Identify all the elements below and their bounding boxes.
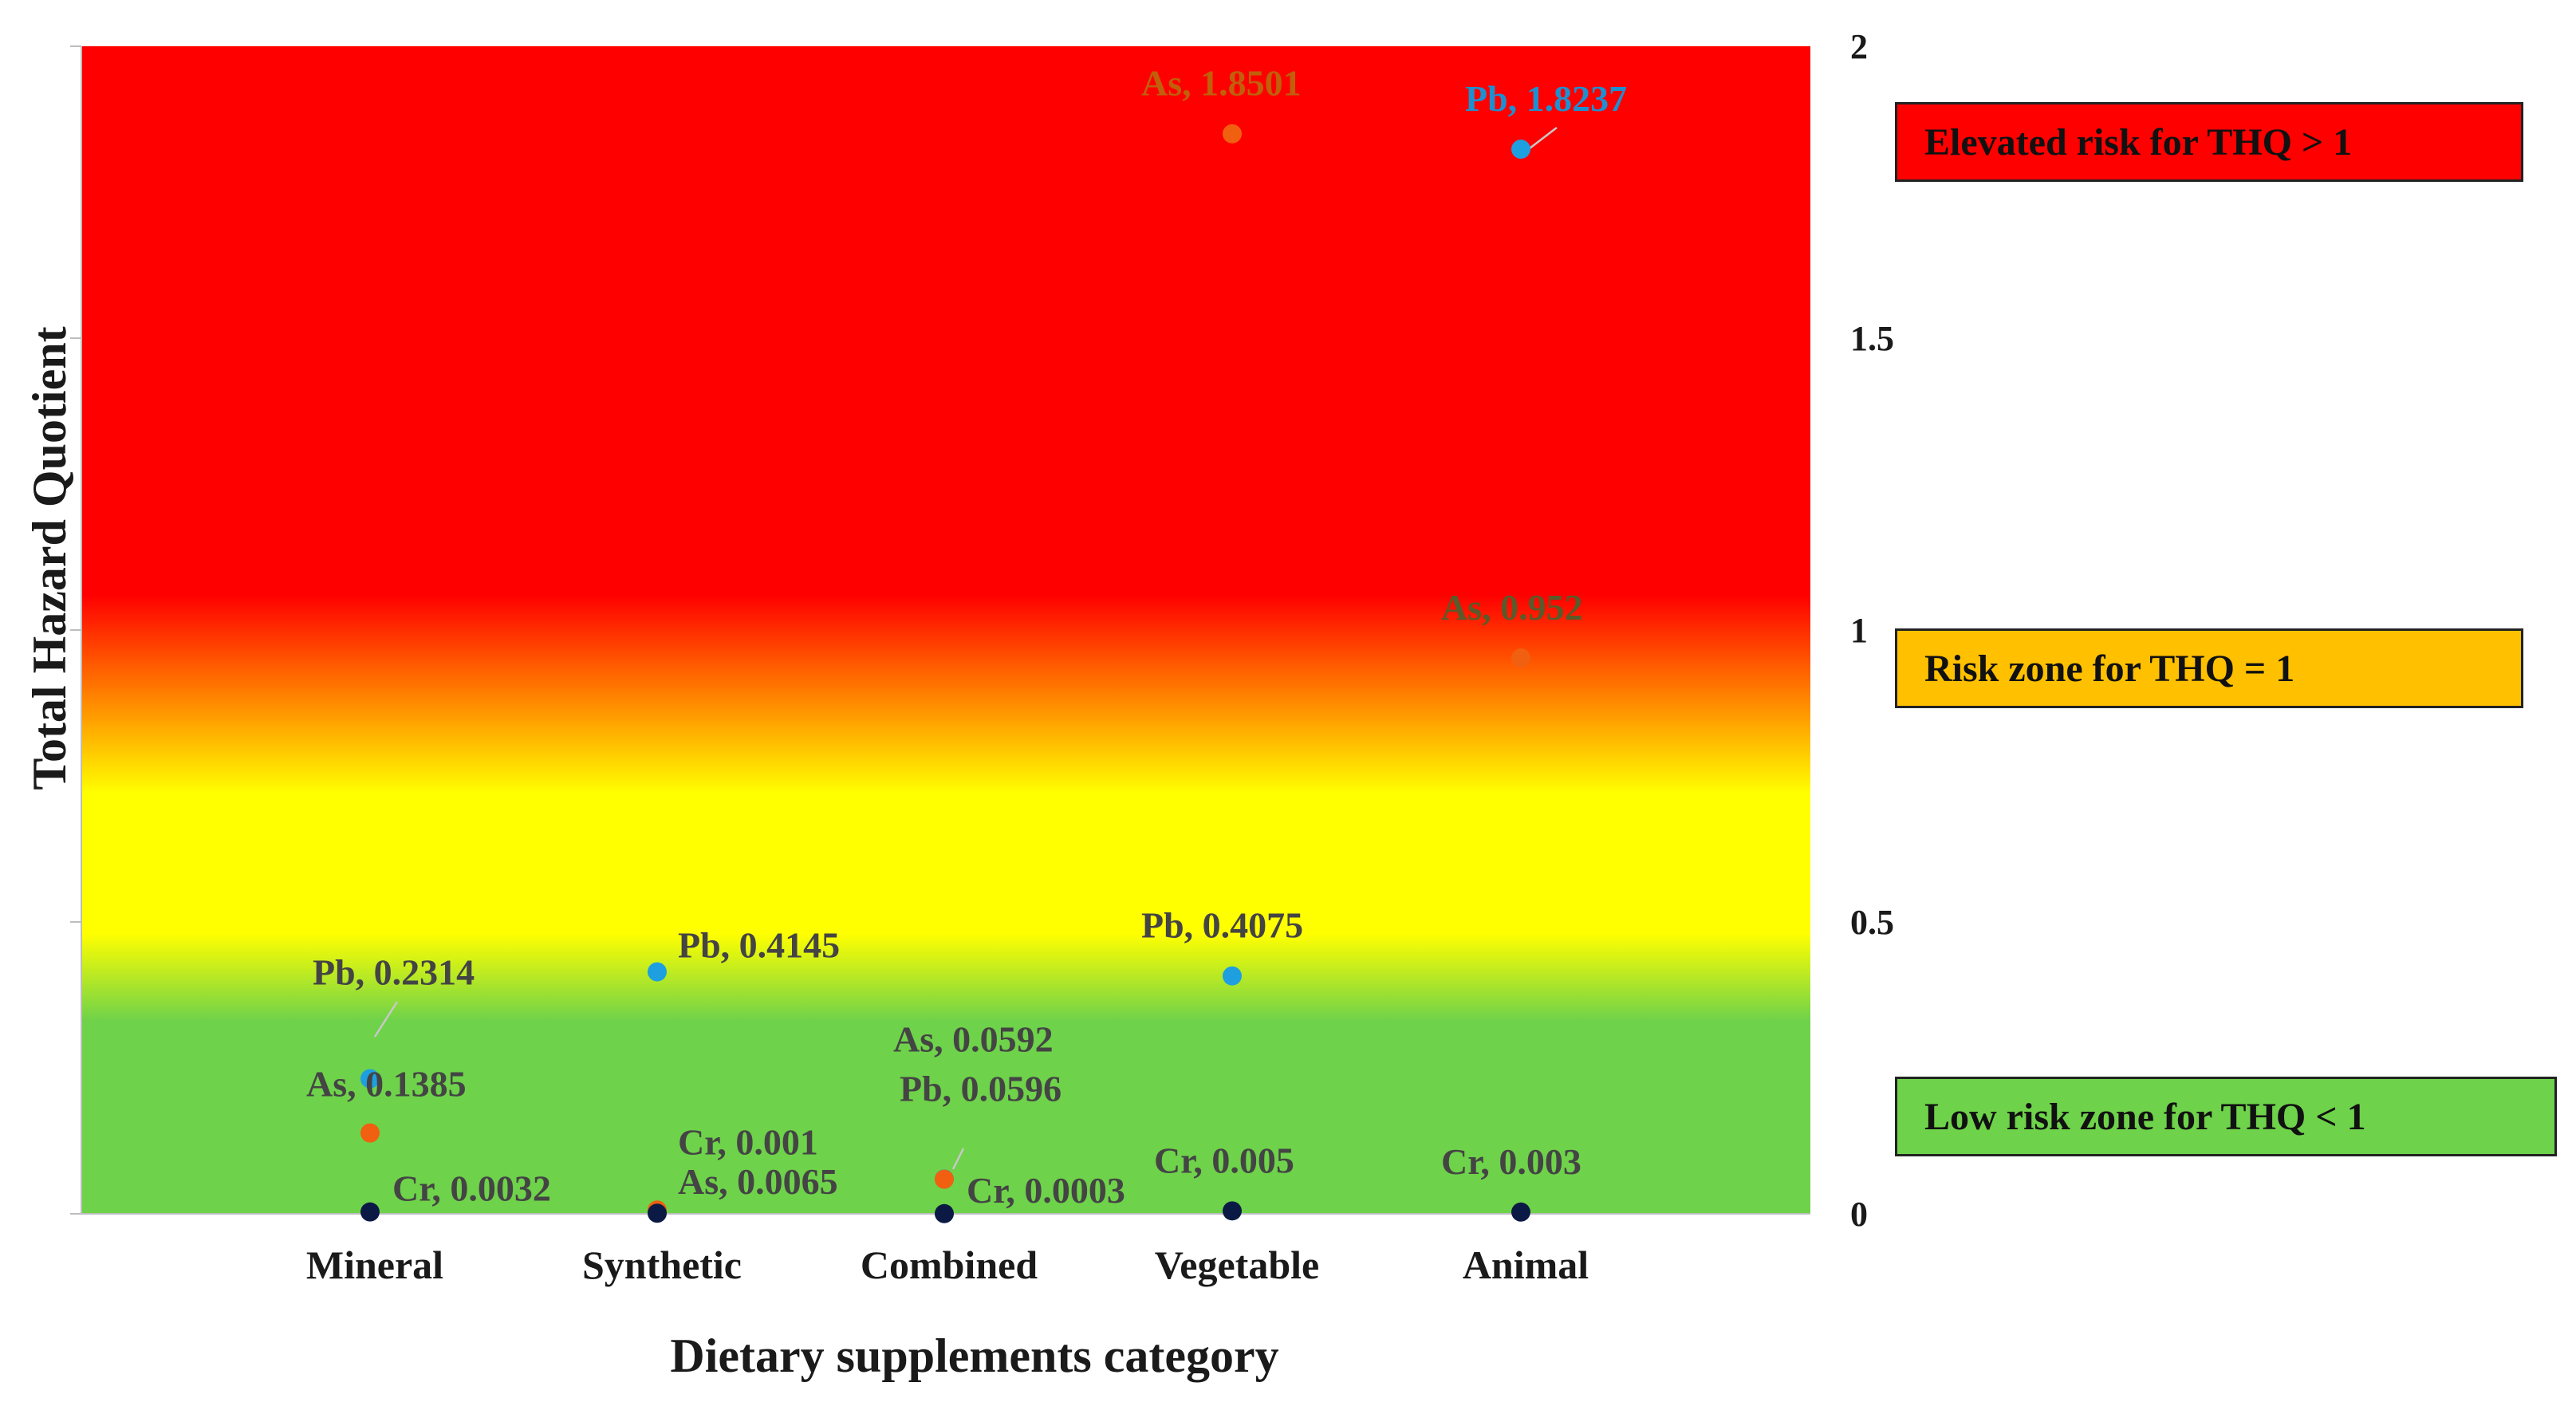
point-as-combined	[935, 1169, 954, 1189]
data-label-pb-synthetic: Pb, 0.4145	[678, 925, 840, 966]
y-tick-label: 2	[1850, 27, 1868, 66]
point-cr-mineral	[360, 1202, 380, 1222]
point-pb-synthetic	[648, 962, 667, 982]
x-tick-label: Synthetic	[582, 1243, 742, 1287]
leader-line	[951, 1148, 965, 1170]
x-tick-label: Mineral	[306, 1243, 443, 1287]
leader-lines	[373, 127, 1558, 1170]
point-cr-combined	[935, 1203, 954, 1223]
legend-risk-zone: Risk zone for THQ = 1	[1895, 628, 2523, 708]
data-label-cr-combined: Cr, 0.0003	[967, 1170, 1125, 1211]
point-cr-animal	[1511, 1202, 1530, 1222]
point-as-mineral	[360, 1123, 380, 1143]
y-tick-label: 1.5	[1850, 319, 1894, 358]
x-axis-title: Dietary supplements category	[670, 1329, 1278, 1382]
point-pb-vegetable	[1223, 966, 1242, 986]
data-label-cr-mineral: Cr, 0.0032	[392, 1168, 551, 1209]
data-points	[360, 124, 1530, 1223]
x-tick-label: Combined	[861, 1243, 1038, 1287]
data-label-as-vegetable: As, 1.8501	[1141, 63, 1302, 104]
point-pb-mineral	[360, 1069, 380, 1089]
point-cr-vegetable	[1223, 1201, 1242, 1221]
data-label-pb-combined: Pb, 0.0596	[900, 1068, 1062, 1109]
y-tick-label: 0.5	[1850, 903, 1894, 942]
leader-line	[1529, 127, 1558, 149]
data-label-as-mineral: As, 0.1385	[306, 1064, 467, 1105]
data-label-cr-synthetic: Cr, 0.001	[678, 1121, 818, 1162]
y-tick-label: 1	[1850, 611, 1868, 650]
data-label-as-animal: As, 0.952	[1441, 587, 1583, 628]
x-tick-label: Animal	[1463, 1243, 1589, 1287]
leader-line	[373, 1001, 399, 1038]
legend-low-risk: Low risk zone for THQ < 1	[1895, 1077, 2557, 1156]
data-label-cr-vegetable: Cr, 0.005	[1154, 1140, 1294, 1180]
data-labels: Pb, 0.2314 As, 0.1385 Cr, 0.0032 Pb, 0.4145…	[306, 63, 1627, 1211]
data-label-pb-animal: Pb, 1.8237	[1465, 78, 1627, 119]
data-label-pb-vegetable: Pb, 0.4075	[1141, 905, 1303, 946]
data-label-as-combined: As, 0.0592	[893, 1019, 1054, 1060]
y-tick-label: 0	[1850, 1195, 1868, 1234]
point-pb-animal	[1511, 140, 1530, 160]
point-cr-synthetic	[648, 1203, 667, 1223]
axes: 0 0.5 1 1.5 2 Mineral Synthetic Combined Vegetab…	[70, 27, 1894, 1287]
data-label-cr-animal: Cr, 0.003	[1441, 1141, 1581, 1182]
point-as-animal	[1511, 648, 1530, 668]
data-label-pb-mineral: Pb, 0.2314	[313, 952, 475, 993]
x-tick-label: Vegetable	[1155, 1243, 1319, 1287]
y-axis-title: Total Hazard Quotient	[23, 326, 76, 790]
data-label-as-synthetic: As, 0.0065	[678, 1161, 838, 1202]
plot-background	[81, 46, 1810, 1214]
point-as-vegetable	[1223, 124, 1242, 144]
legend-elevated-risk: Elevated risk for THQ > 1	[1895, 102, 2523, 182]
